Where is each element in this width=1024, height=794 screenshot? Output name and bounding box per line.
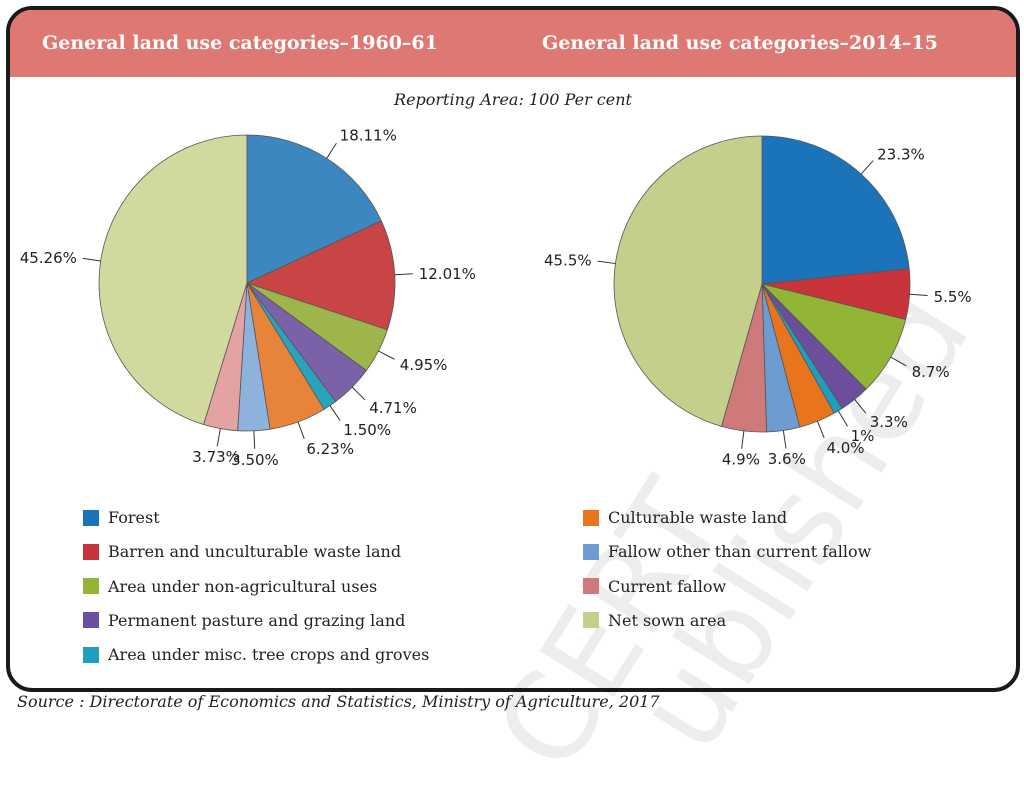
- leader-line: [394, 273, 413, 276]
- leader-line: [326, 142, 337, 159]
- leader-line: [329, 405, 341, 421]
- leader-line: [216, 428, 221, 447]
- legend-label: Barren and unculturable waste land: [108, 542, 402, 562]
- data-label: 4.9%: [722, 451, 760, 469]
- legend-item: Net sown area: [583, 611, 726, 630]
- legend-item: Area under non-agricultural uses: [83, 577, 377, 596]
- data-label: 8.7%: [912, 363, 950, 381]
- data-label: 45.5%: [544, 252, 592, 270]
- legend-swatch: [83, 646, 99, 663]
- source-note: Source : Directorate of Economics and St…: [17, 692, 660, 711]
- data-label: 5.5%: [934, 288, 972, 306]
- legend-label: Forest: [108, 508, 160, 527]
- legend-label: Current fallow: [608, 576, 727, 596]
- legend-swatch: [583, 509, 599, 526]
- legend-label: Area under misc. tree crops and groves: [108, 645, 430, 665]
- pie-slice: [761, 135, 910, 285]
- legend-swatch: [83, 578, 99, 595]
- legend-swatch: [83, 612, 99, 629]
- leader-line: [890, 356, 907, 367]
- data-label: 4.95%: [400, 356, 448, 374]
- pie-charts: 18.11% 12.01% 4.95% 4.71% 1.50%6.23% 3.50%3.7…: [20, 127, 972, 469]
- pie-slice: [246, 134, 382, 284]
- leader-line: [909, 293, 928, 296]
- data-label: 12.01%: [419, 265, 476, 283]
- legend-swatch: [583, 612, 599, 629]
- leader-line: [351, 386, 366, 401]
- data-label: 3.3%: [870, 413, 908, 431]
- leader-line: [82, 257, 101, 262]
- legend-item: Fallow other than current fallow: [583, 542, 871, 561]
- subtitle: Reporting Area: 100 Per cent: [394, 90, 632, 109]
- leader-line: [816, 421, 825, 439]
- leader-line: [297, 421, 305, 439]
- chart-title-1960: General land use categories–1960–61: [42, 32, 438, 54]
- legend-item: Culturable waste land: [583, 508, 787, 527]
- data-label: 3.50%: [231, 451, 279, 469]
- legend-item: Current fallow: [583, 577, 726, 596]
- legend-swatch: [583, 543, 599, 560]
- legend-label: Culturable waste land: [608, 508, 788, 527]
- leader-line: [837, 410, 848, 427]
- data-label: 3.6%: [768, 450, 806, 468]
- legend-item: Area under misc. tree crops and groves: [83, 645, 429, 664]
- chart-title-2014: General land use categories–2014–15: [542, 32, 938, 54]
- legend-label: Permanent pasture and grazing land: [108, 610, 406, 630]
- legend-item: Permanent pasture and grazing land: [83, 611, 405, 630]
- data-label: 45.26%: [20, 249, 77, 267]
- data-label: 3.73%: [192, 448, 240, 466]
- leader-line: [253, 430, 256, 449]
- data-label: 4.0%: [826, 439, 864, 457]
- data-label: 1.50%: [343, 421, 391, 439]
- leader-line: [741, 430, 745, 449]
- data-label: 6.23%: [306, 440, 354, 458]
- data-label: 1%: [851, 427, 875, 445]
- legend-label: Net sown area: [608, 610, 727, 630]
- leader-line: [860, 160, 874, 175]
- legend-item: Forest: [83, 508, 160, 527]
- legend-label: Area under non-agricultural uses: [108, 576, 378, 596]
- legend-label: Fallow other than current fallow: [608, 542, 872, 562]
- leader-line: [378, 350, 395, 360]
- legend-swatch: [583, 578, 599, 595]
- data-label: 23.3%: [877, 145, 925, 163]
- leader-line: [782, 430, 787, 449]
- data-label: 4.71%: [369, 399, 417, 417]
- leader-line: [597, 260, 616, 265]
- header-bar: General land use categories–1960–61 Gene…: [10, 10, 1016, 77]
- legend-swatch: [83, 543, 99, 560]
- legend-item: Barren and unculturable waste land: [83, 542, 401, 561]
- legend-swatch: [83, 509, 99, 526]
- data-label: 18.11%: [340, 127, 397, 145]
- leader-line: [854, 399, 867, 414]
